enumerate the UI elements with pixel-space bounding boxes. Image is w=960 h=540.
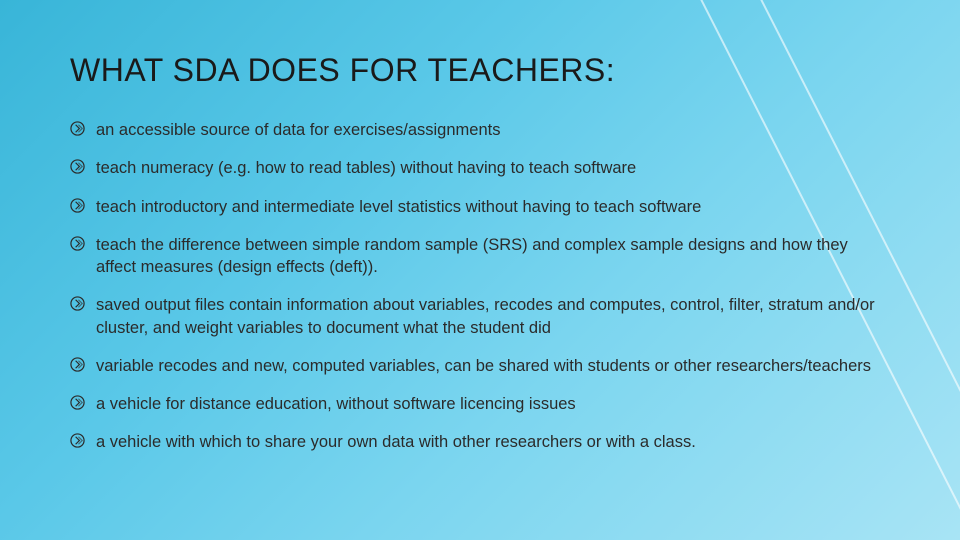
bullet-arrow-icon bbox=[70, 121, 85, 136]
list-item: saved output files contain information a… bbox=[70, 294, 890, 339]
bullet-arrow-icon bbox=[70, 198, 85, 213]
list-item: variable recodes and new, computed varia… bbox=[70, 355, 890, 377]
bullet-text: a vehicle for distance education, withou… bbox=[96, 395, 576, 413]
bullet-text: teach numeracy (e.g. how to read tables)… bbox=[96, 159, 636, 177]
list-item: a vehicle for distance education, withou… bbox=[70, 393, 890, 415]
bullet-text: teach introductory and intermediate leve… bbox=[96, 198, 701, 216]
bullet-arrow-icon bbox=[70, 296, 85, 311]
bullet-arrow-icon bbox=[70, 357, 85, 372]
bullet-text: an accessible source of data for exercis… bbox=[96, 121, 500, 139]
bullet-arrow-icon bbox=[70, 433, 85, 448]
bullet-arrow-icon bbox=[70, 395, 85, 410]
list-item: an accessible source of data for exercis… bbox=[70, 119, 890, 141]
bullet-text: a vehicle with which to share your own d… bbox=[96, 433, 696, 451]
list-item: a vehicle with which to share your own d… bbox=[70, 431, 890, 453]
bullet-arrow-icon bbox=[70, 159, 85, 174]
bullet-text: saved output files contain information a… bbox=[96, 296, 875, 336]
slide-content: WHAT SDA DOES FOR TEACHERS: an accessibl… bbox=[0, 0, 960, 510]
bullet-arrow-icon bbox=[70, 236, 85, 251]
list-item: teach introductory and intermediate leve… bbox=[70, 196, 890, 218]
bullet-list: an accessible source of data for exercis… bbox=[70, 119, 890, 454]
list-item: teach numeracy (e.g. how to read tables)… bbox=[70, 157, 890, 179]
bullet-text: variable recodes and new, computed varia… bbox=[96, 357, 871, 375]
slide-title: WHAT SDA DOES FOR TEACHERS: bbox=[70, 52, 890, 89]
list-item: teach the difference between simple rand… bbox=[70, 234, 890, 279]
bullet-text: teach the difference between simple rand… bbox=[96, 236, 848, 276]
